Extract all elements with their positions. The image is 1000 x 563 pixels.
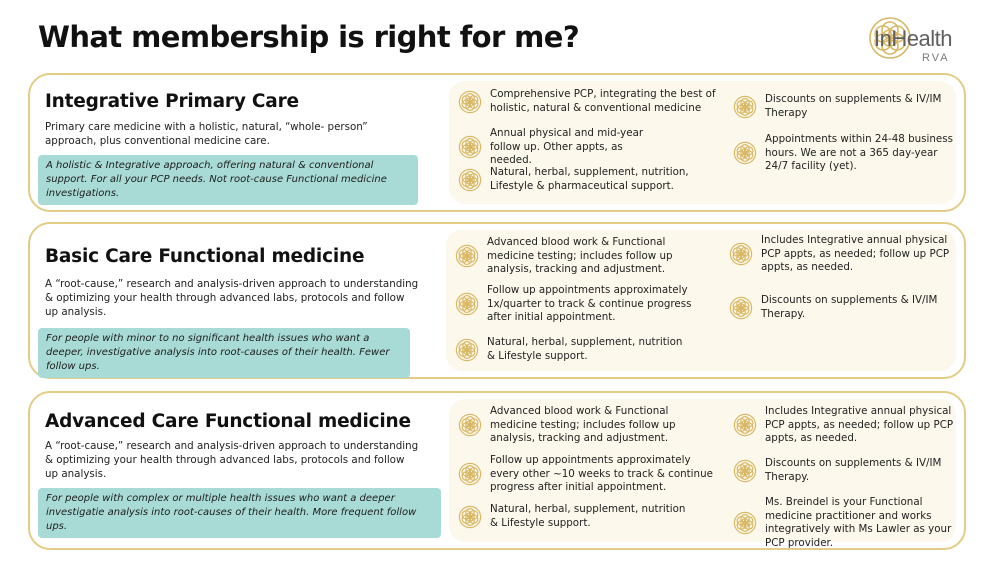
flower-of-life-icon xyxy=(733,413,757,437)
feature-item: Natural, herbal, supplement, nutrition &… xyxy=(455,336,715,363)
feature-item: Follow up appointments approximately eve… xyxy=(458,454,718,495)
feature-item: Appointments within 24-48 business hours… xyxy=(733,133,958,174)
feature-text: Appointments within 24-48 business hours… xyxy=(765,133,953,173)
logo-subtext: RVA xyxy=(922,52,950,64)
flower-of-life-icon xyxy=(729,296,753,320)
feature-text: Ms. Breindel is your Functional medicine… xyxy=(765,496,952,549)
feature-item: Discounts on supplements & IV/IM Therapy xyxy=(733,93,953,120)
plan-title: Integrative Primary Care xyxy=(45,91,299,112)
plan-description: A “root-cause,” research and analysis-dr… xyxy=(45,440,419,480)
plan-card-basic-care-functional: Basic Care Functional medicine A “root-c… xyxy=(28,222,966,379)
flower-of-life-icon xyxy=(458,413,482,437)
plan-features-panel xyxy=(446,230,956,371)
feature-item: Discounts on supplements & IV/IM Therapy… xyxy=(733,457,963,484)
feature-text: Discounts on supplements & IV/IM Therapy… xyxy=(761,294,938,320)
plan-note: A holistic & Integrative approach, offer… xyxy=(38,155,418,205)
logo-text: InHealth xyxy=(874,26,952,51)
feature-item: Includes Integrative annual physical PCP… xyxy=(729,234,959,275)
flower-of-life-icon xyxy=(458,135,482,159)
feature-text: Includes Integrative annual physical PCP… xyxy=(761,234,950,274)
feature-text: Includes Integrative annual physical PCP… xyxy=(765,405,954,445)
feature-text: Follow up appointments approximately 1x/… xyxy=(487,284,692,324)
plan-title: Basic Care Functional medicine xyxy=(45,246,365,267)
feature-text: Follow up appointments approximately eve… xyxy=(490,454,713,494)
feature-text: Natural, herbal, supplement, nutrition, … xyxy=(490,166,689,192)
plan-features-panel xyxy=(449,399,956,542)
plan-title: Advanced Care Functional medicine xyxy=(45,411,411,432)
plan-features-panel xyxy=(449,81,956,204)
feature-text: Natural, herbal, supplement, nutrition &… xyxy=(487,336,683,362)
flower-of-life-icon xyxy=(458,505,482,529)
flower-of-life-icon xyxy=(455,244,479,268)
feature-item: Advanced blood work & Functional medicin… xyxy=(455,236,715,277)
flower-of-life-icon xyxy=(729,242,753,266)
flower-of-life-icon xyxy=(458,90,482,114)
feature-item: Annual physical and mid-year follow up. … xyxy=(458,127,718,168)
plan-description: A “root-cause,” research and analysis-dr… xyxy=(45,278,419,318)
page-title: What membership is right for me? xyxy=(38,20,580,54)
inhealth-logo: InHealth RVA xyxy=(866,14,966,70)
flower-of-life-icon xyxy=(458,168,482,192)
flower-of-life-icon xyxy=(733,459,757,483)
feature-item: Advanced blood work & Functional medicin… xyxy=(458,405,718,446)
feature-item: Includes Integrative annual physical PCP… xyxy=(733,405,963,446)
feature-item: Natural, herbal, supplement, nutrition, … xyxy=(458,166,718,193)
flower-of-life-icon xyxy=(733,141,757,165)
feature-item: Comprehensive PCP, integrating the best … xyxy=(458,88,718,115)
flower-of-life-icon xyxy=(455,292,479,316)
plan-note: For people with minor to no significant … xyxy=(38,328,410,378)
feature-text: Natural, herbal, supplement, nutrition &… xyxy=(490,503,686,529)
feature-text: Comprehensive PCP, integrating the best … xyxy=(490,88,716,114)
flower-of-life-icon xyxy=(455,338,479,362)
feature-item: Discounts on supplements & IV/IM Therapy… xyxy=(729,294,959,321)
feature-text: Discounts on supplements & IV/IM Therapy… xyxy=(765,457,942,483)
feature-item: Natural, herbal, supplement, nutrition &… xyxy=(458,503,718,530)
plan-card-advanced-care-functional: Advanced Care Functional medicine A “roo… xyxy=(28,391,966,550)
feature-text: Annual physical and mid-year follow up. … xyxy=(490,127,644,167)
feature-text: Discounts on supplements & IV/IM Therapy xyxy=(765,93,942,119)
logo-mark-icon xyxy=(869,17,911,59)
feature-item: Follow up appointments approximately 1x/… xyxy=(455,284,715,325)
flower-of-life-icon xyxy=(458,462,482,486)
feature-text: Advanced blood work & Functional medicin… xyxy=(490,405,676,445)
flower-of-life-icon xyxy=(733,95,757,119)
feature-item: Ms. Breindel is your Functional medicine… xyxy=(733,496,963,550)
plan-description: Primary care medicine with a holistic, n… xyxy=(45,121,368,147)
plan-note: For people with complex or multiple heal… xyxy=(38,488,441,538)
feature-text: Advanced blood work & Functional medicin… xyxy=(487,236,673,276)
flower-of-life-icon xyxy=(733,511,757,535)
plan-card-integrative-primary-care: Integrative Primary Care Primary care me… xyxy=(28,73,966,212)
